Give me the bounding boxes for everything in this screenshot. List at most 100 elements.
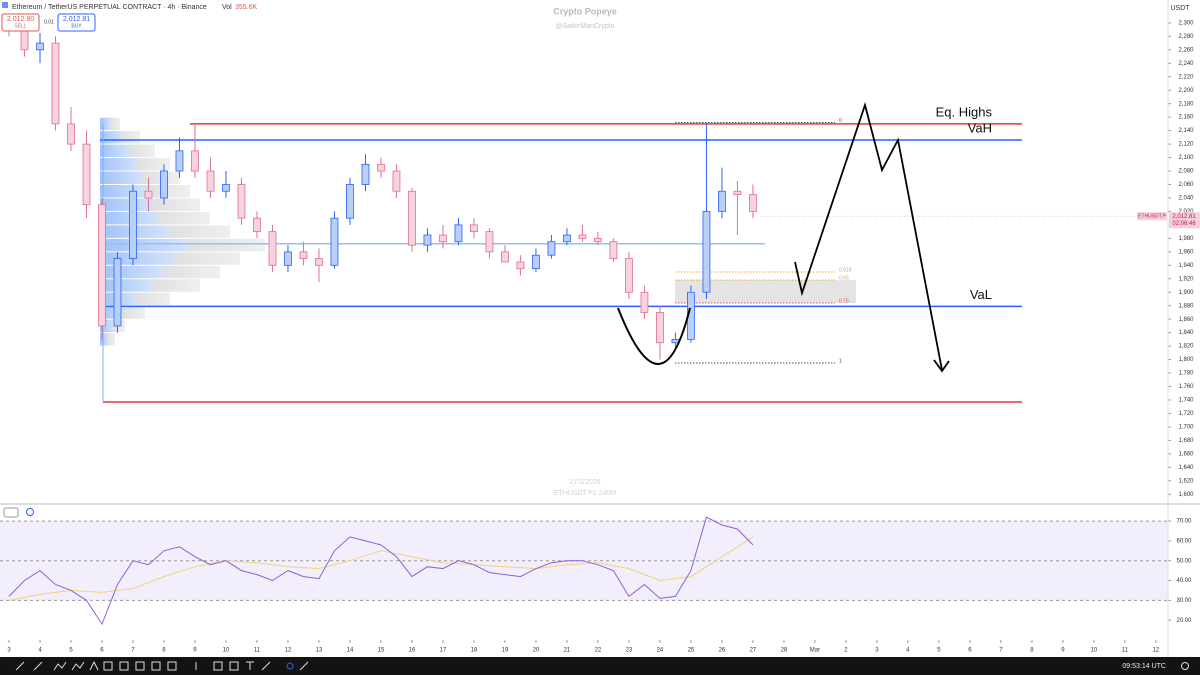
volume-profile-row [100,265,220,279]
fib-label: 0.75 [839,298,849,304]
x-tick-label: 4 [906,648,910,654]
candle-body [702,211,711,293]
sell-price: 2,012.80 [7,16,34,23]
tool-icon[interactable] [89,660,99,671]
tool-icon[interactable] [261,661,271,671]
rsi-y-tick-label: 30.00 [1176,598,1192,604]
candle-body [516,261,525,270]
volume-profile-row [100,198,200,211]
sell-button[interactable] [1,13,40,32]
rsi-y-tick-label: 60.00 [1176,538,1192,544]
y-tick-label: 2,160 [1178,115,1194,121]
volume-profile-row [100,292,170,306]
candle-body [82,143,91,206]
rsi-ma-line [8,536,754,601]
tool-icon[interactable] [33,661,43,671]
x-tick-label: 3 [7,648,11,654]
y-tick-label: 1,740 [1178,398,1194,404]
watermark-symbol: ETHUSDT.P1 240M [554,490,616,497]
y-tick-label: 1,780 [1178,371,1194,377]
candle-body [206,170,215,192]
candle-body [408,190,416,246]
tool-icon[interactable] [71,661,85,671]
toolbar [0,657,1200,675]
y-tick-label: 1,720 [1178,411,1194,417]
volume-value: 355.6K [235,4,258,11]
y-tick-label: 1,800 [1178,357,1194,363]
tool-icon[interactable] [286,662,294,670]
tool-icon[interactable] [103,661,113,671]
symbol-icon [2,2,8,8]
y-tick-label: 2,180 [1178,101,1194,107]
y-tick-label: 1,660 [1178,451,1194,457]
candle-body [470,224,478,233]
candle-body [563,234,571,243]
candle-body [749,194,757,212]
x-tick-label: 6 [968,648,972,654]
fib-label: 0.618 [839,267,852,273]
x-tick-label: Mar [810,648,820,654]
tool-icon[interactable] [246,661,254,670]
y-tick-label: 2,220 [1178,74,1194,80]
fib-label: 0 [839,118,842,124]
x-tick-label: 18 [471,648,478,654]
candle-body [284,251,292,266]
spread: 0.01 [44,19,54,25]
level-label: Eq. Highs [936,104,993,119]
candle-body [315,258,323,266]
rsi-y-tick-label: 20.00 [1176,618,1192,624]
fib-label: 1 [839,358,842,364]
price-tag-text: 2,012.81 [1172,214,1196,220]
tool-icon[interactable] [15,661,25,671]
y-tick-label: 1,600 [1178,492,1194,498]
tool-icon[interactable] [167,661,177,671]
y-tick-label: 2,280 [1178,34,1194,40]
tool-icon[interactable] [299,661,309,671]
pane-refresh[interactable] [26,508,34,516]
price-tag [1169,212,1200,229]
x-tick-label: 8 [162,648,166,654]
x-tick-label: 10 [223,648,230,654]
buy-label: BUY [71,23,82,29]
volume-profile-row [100,131,140,144]
candle-body [330,217,339,266]
candle-body [640,291,649,313]
candle-body [392,170,401,192]
pane-toggle[interactable] [3,507,19,518]
watermark-handle: @SailorManCrypto [555,23,614,30]
candle-body [20,29,29,51]
x-tick-label: 12 [1153,648,1160,654]
volume-profile-row [100,279,200,292]
candle-body [423,234,432,246]
y-tick-label: 1,880 [1178,303,1194,309]
fib-label: 0.65 [839,275,849,281]
y-tick-label: 1,940 [1178,263,1194,269]
candle-body [578,234,587,239]
y-tick-label: 1,640 [1178,465,1194,471]
y-tick-label: 2,240 [1178,61,1194,67]
candle-body [160,170,168,199]
y-tick-label: 2,040 [1178,196,1194,202]
rsi-y-tick-label: 40.00 [1176,578,1192,584]
x-tick-label: 20 [533,648,540,654]
x-tick-label: 12 [285,648,292,654]
tool-icon[interactable] [151,661,161,671]
watermark-date: 27/2/2026 [569,479,600,486]
x-tick-label: 17 [440,648,447,654]
buy-button[interactable] [57,13,96,32]
symbol-tag-text: ETHUSDT.P [1138,214,1166,220]
candle-body [439,234,447,243]
candle-body [547,241,556,256]
tool-icon[interactable] [135,661,145,671]
tool-icon[interactable] [229,661,239,671]
candle-body [113,258,122,327]
tool-icon[interactable] [213,661,223,671]
tool-icon[interactable] [119,661,129,671]
y-tick-label: 1,920 [1178,276,1194,282]
cup-drawing [617,307,691,365]
settings-icon[interactable] [1181,662,1189,670]
candle-body [532,254,540,270]
x-tick-label: 23 [626,648,633,654]
candle-body [253,217,261,233]
tool-icon[interactable] [53,661,67,671]
